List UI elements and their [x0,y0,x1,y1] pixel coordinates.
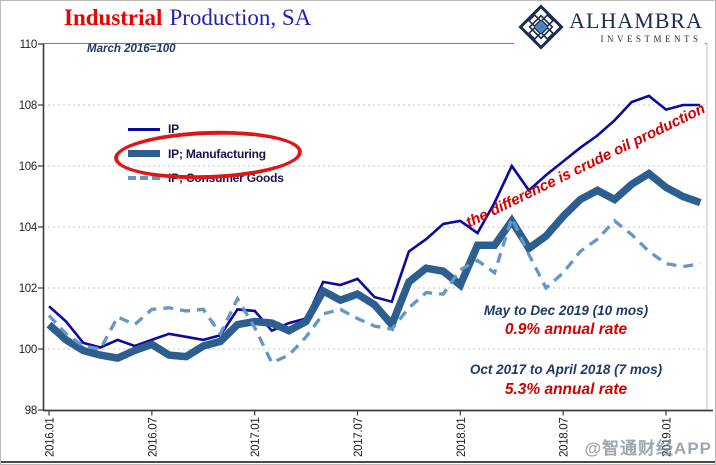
x-tick-label: 2018.07 [559,418,571,457]
y-tick-label: 100 [19,344,37,356]
rate-annotations: May to Dec 2019 (10 mos) 0.9% annual rat… [429,302,703,400]
logo-diamond-icon [518,4,564,50]
x-tick-label: 2018.01 [456,418,468,457]
x-tick-label: 2016.01 [45,418,57,457]
y-tick-label: 98 [25,405,37,417]
period-prior-label: Oct 2017 to April 2018 (7 mos) [469,362,663,378]
logo-text: ALHAMBRA INVESTMENTS [569,8,703,45]
legend-label: IP; Consumer Goods [168,171,284,186]
series-line-ip [48,94,701,349]
brand-logo: ALHAMBRA INVESTMENTS [514,4,705,52]
legend-line-sample [128,127,160,131]
series-line-ip-consumer-goods [47,213,701,365]
y-tick-label: 102 [19,283,37,295]
x-tick-label: 2016.07 [147,418,159,457]
x-tick-label: 2017.01 [250,418,262,457]
x-tick-label: 2019.01 [662,418,674,457]
title-accent: Industrial [64,5,163,30]
period-recent-rate: 0.9% annual rate [504,321,628,339]
x-tick-label: 2017.07 [353,418,365,457]
legend-label: IP [168,122,179,137]
period-recent-label: May to Dec 2019 (10 mos) [483,303,649,318]
legend: IP IP; Manufacturing IP; Consumer Goods [128,117,284,191]
period-prior-rate: 5.3% annual rate [504,380,628,398]
legend-line-sample [128,150,160,158]
series-line-ip-manufacturing [46,169,702,362]
title-rest: Production, SA [169,5,312,30]
logo-tagline: INVESTMENTS [600,34,702,44]
legend-line-sample [128,176,160,181]
y-tick-label: 106 [19,161,37,173]
y-tick-label: 108 [19,100,37,112]
index-note: March 2016=100 [87,43,176,55]
page-title: Industrial Production, SA [64,5,311,31]
legend-item: IP; Manufacturing [128,142,284,167]
bottom-border [1,460,715,463]
y-tick-label: 104 [19,222,38,234]
legend-item: IP; Consumer Goods [128,166,284,191]
legend-item: IP [128,117,284,142]
watermark: @智通财经APP [584,439,712,458]
legend-label: IP; Manufacturing [168,146,266,161]
y-tick-label: 110 [20,39,37,51]
logo-name: ALHAMBRA [569,8,703,33]
